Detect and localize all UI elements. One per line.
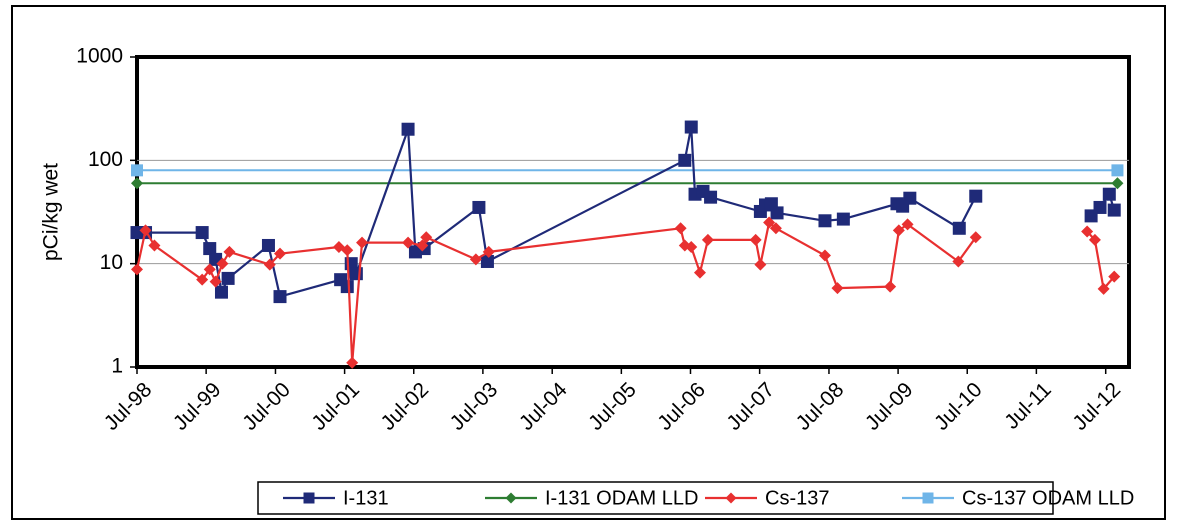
data-point [402,236,415,249]
series-line [137,125,977,298]
series-layer [130,120,1124,369]
data-point [836,212,850,226]
data-point [480,254,494,268]
data-point [216,257,229,270]
data-point [139,224,152,237]
data-point [274,247,287,260]
legend-item-i-131: I-131 [283,487,389,509]
legend-marker [725,492,737,504]
data-point [1102,187,1116,201]
data-point [969,189,983,203]
data-point [203,242,217,256]
legend-marker [303,492,315,504]
data-point [420,231,433,244]
data-point [892,224,905,237]
legend-marker [922,492,934,504]
data-point [203,263,216,276]
legend-label: I-131 [343,487,389,509]
data-point [952,221,966,235]
data-point [769,222,782,235]
data-point [273,290,287,304]
series-line [1086,230,1116,290]
data-point [684,120,698,134]
data-point [416,239,429,252]
data-point [341,244,354,257]
data-point [749,233,762,246]
y-axis-label: pCi/kg wet [40,163,63,261]
data-point [763,216,776,229]
data-point [901,218,914,231]
y-tick-label: 10 [100,251,123,274]
data-point [693,266,706,279]
data-point [131,164,143,177]
y-tick-label: 100 [88,148,123,171]
data-point [1097,282,1110,295]
legend-marker [505,492,517,504]
data-point [1107,203,1121,217]
legend-label: I-131 ODAM LLD [545,487,698,509]
data-point [482,245,495,258]
series-i-131 [130,120,1121,304]
y-axis: 1 10 100 1000 [76,45,137,378]
data-point [754,258,767,271]
data-point [818,249,831,262]
data-point [674,222,687,235]
plot-area [135,55,1131,369]
series-cs-137 [131,216,1121,369]
data-point [704,190,718,204]
data-point [472,200,486,214]
data-point [678,153,692,167]
data-point [1108,270,1121,283]
legend-label: Cs-137 ODAM LLD [962,487,1134,509]
legend: I-131 I-131 ODAM LLD Cs-137 Cs-137 ODAM LLD [257,481,1134,515]
data-point [818,214,832,228]
series-cs-137-odam-lld [131,164,1124,177]
grid-layer [137,159,1129,265]
series-i-131-odam-lld [131,177,1124,190]
data-point [1081,225,1094,238]
data-point [346,356,359,369]
data-point [401,122,415,136]
data-point [131,263,143,276]
data-point [148,239,161,252]
data-point [903,191,917,205]
data-point [1111,164,1124,177]
data-point [261,238,275,252]
data-point [831,282,844,295]
data-point [214,285,228,299]
data-point [1088,233,1101,246]
data-point [340,280,354,294]
data-point [223,245,236,258]
data-point [701,233,714,246]
data-point [969,231,982,244]
data-point [1111,177,1124,190]
legend-item-i-131-odam-lld: I-131 ODAM LLD [485,487,698,509]
legend-item-cs-137-odam-lld: Cs-137 ODAM LLD [902,487,1134,509]
data-point [196,273,209,286]
data-point [356,236,369,249]
data-point [1093,200,1107,214]
data-point [263,258,276,271]
data-point [209,275,222,288]
data-point [469,253,482,266]
y-tick-label: 1000 [76,45,123,68]
data-point [195,226,209,240]
legend-item-cs-137: Cs-137 [705,487,829,509]
data-point [131,177,143,190]
data-point [685,240,698,253]
data-point [952,255,965,268]
data-point [884,280,897,293]
data-point [221,271,235,285]
legend-label: Cs-137 [765,487,829,509]
data-point [770,206,784,220]
y-tick-label: 1 [111,355,123,378]
